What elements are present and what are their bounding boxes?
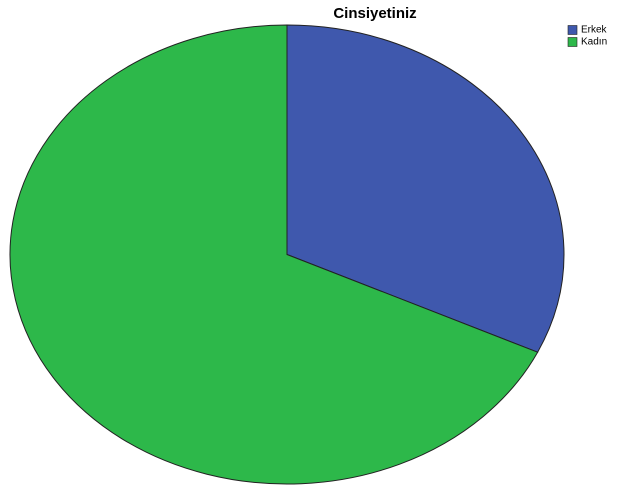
- legend-label: Kadın: [581, 37, 607, 48]
- chart-title: Cinsiyetiniz: [333, 5, 416, 22]
- legend-swatch: [567, 37, 578, 47]
- legend-swatch: [567, 25, 578, 35]
- legend-label: Erkek: [581, 25, 608, 36]
- pie-slice: [286, 24, 565, 353]
- pie-slice: [9, 24, 539, 485]
